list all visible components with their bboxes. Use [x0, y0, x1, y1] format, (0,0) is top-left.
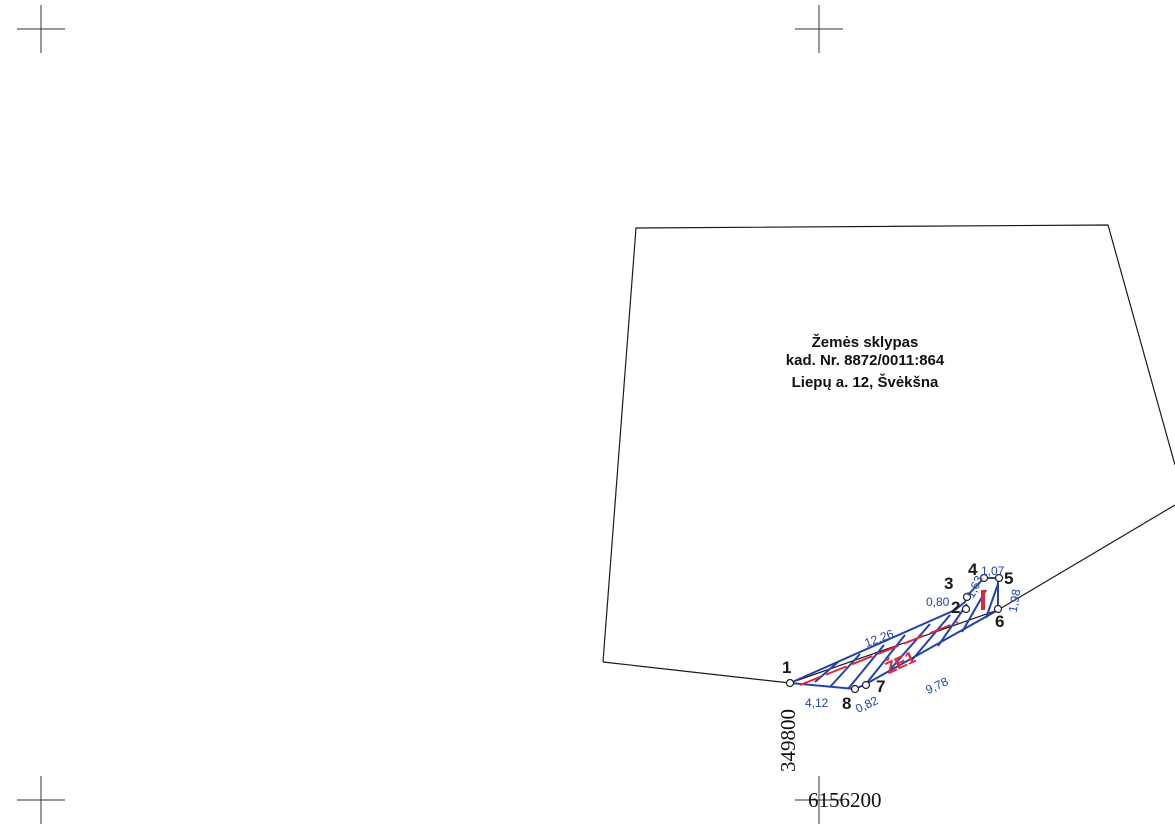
dimension-6-7: 9,78: [923, 674, 950, 697]
point-marker-5: [994, 573, 1004, 583]
plot-address: Liepų a. 12, Švėkšna: [791, 374, 939, 391]
point-marker-8: [850, 684, 860, 694]
point-marker-3: [962, 592, 972, 602]
point-marker-1: [785, 678, 795, 688]
zone-label: ŽE1: [882, 648, 918, 678]
point-label-8: 8: [842, 694, 851, 713]
point-label-1: 1: [782, 658, 791, 677]
point-marker-6: [993, 604, 1003, 614]
point-markers: [785, 573, 1004, 694]
grid-y-coordinate: 6156200: [808, 788, 882, 812]
plot-cadastral-number: kad. Nr. 8872/0011:864: [785, 352, 945, 369]
point-marker-7: [861, 680, 871, 690]
point-label-7: 7: [876, 677, 885, 696]
dimension-1-2: 12,26: [863, 627, 896, 651]
point-marker-2: [961, 604, 971, 614]
point-label-2: 2: [951, 598, 960, 617]
plot-label: Žemės sklypas kad. Nr. 8872/0011:864 Lie…: [700, 334, 1030, 392]
dimension-4-5: 1,07: [981, 564, 1005, 578]
grid-x-coordinate: 349800: [776, 709, 800, 772]
point-label-4: 4: [968, 560, 978, 579]
registration-marks: [17, 5, 843, 824]
point-label-5: 5: [1004, 569, 1013, 588]
zone-line: [799, 621, 959, 686]
dimension-5-6: 1,98: [1006, 588, 1024, 614]
easement-area: ŽE1: [786, 577, 999, 691]
dimension-7-8: 0,82: [853, 693, 880, 716]
point-marker-4: [979, 573, 989, 583]
plot-title: Žemės sklypas: [811, 334, 919, 351]
dimension-8-1: 4,12: [805, 696, 829, 710]
plot-boundary: [602, 224, 1175, 663]
dimension-2-3: 0,80: [926, 595, 950, 609]
point-label-6: 6: [995, 612, 1004, 631]
easement-polygon: [786, 577, 999, 691]
easement-hatching: [814, 583, 999, 690]
point-labels: 1 2 3 4 5 6 7 8: [782, 560, 1013, 713]
point-label-3: 3: [944, 574, 953, 593]
